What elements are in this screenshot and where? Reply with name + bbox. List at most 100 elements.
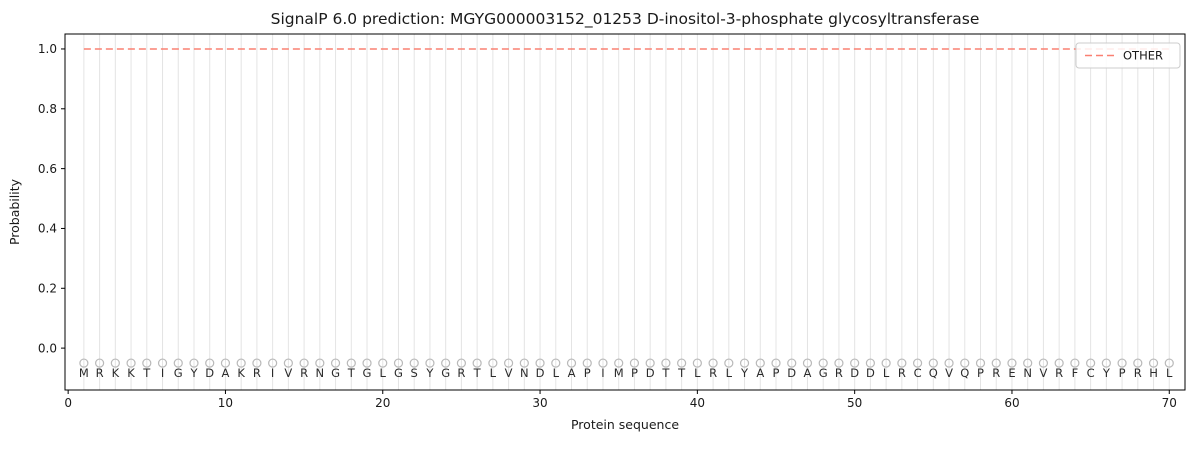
residue-letter: D: [787, 366, 796, 380]
residue-marker: [393, 358, 404, 368]
residue-letter: E: [1008, 366, 1015, 380]
residue-letter: N: [520, 366, 529, 380]
x-axis-label: Protein sequence: [571, 417, 679, 432]
x-tick-label: 40: [690, 396, 705, 410]
residue-marker: [95, 358, 105, 368]
residue-marker: [1086, 358, 1096, 368]
residue-marker: [346, 358, 356, 368]
residue-letter: T: [347, 366, 356, 380]
y-axis-ticks: 0.0 0.2 0.4 0.6 0.8 1.0: [38, 42, 65, 355]
residue-letter: R: [1134, 366, 1142, 380]
residue-letter: G: [394, 366, 403, 380]
y-tick-label: 0.4: [38, 222, 57, 236]
residue-letter: D: [536, 366, 545, 380]
residue-marker: [110, 358, 120, 368]
residue-letter: P: [1119, 366, 1126, 380]
x-tick-label: 70: [1162, 396, 1177, 410]
y-tick-label: 0.6: [38, 162, 57, 176]
residue-letter: N: [316, 366, 325, 380]
residue-letter: T: [142, 366, 151, 380]
residue-letter: M: [614, 366, 624, 380]
residue-letter: A: [568, 366, 576, 380]
residue-marker: [834, 358, 844, 368]
axes-frame: [64, 33, 1186, 391]
residue-letter: T: [661, 366, 670, 380]
residue-marker: [503, 358, 514, 368]
residue-letter: L: [726, 366, 733, 380]
residue-letter: D: [646, 366, 655, 380]
legend: OTHER: [1075, 42, 1181, 69]
residue-letter: Y: [740, 366, 749, 380]
residue-letter: T: [677, 366, 686, 380]
y-tick-label: 0.0: [38, 341, 57, 355]
residue-marker: [205, 358, 215, 368]
x-tick-label: 20: [375, 396, 390, 410]
y-tick-label: 0.8: [38, 102, 57, 116]
residue-marker: [425, 358, 435, 368]
x-tick-label: 0: [64, 396, 72, 410]
residue-letter: A: [804, 366, 812, 380]
residue-marker: [912, 358, 923, 368]
residue-marker: [850, 358, 860, 368]
residue-marker: [283, 358, 293, 368]
residue-marker: [1070, 358, 1080, 368]
residue-letter: K: [112, 366, 120, 380]
residue-letter: V: [1039, 366, 1047, 380]
residue-letter: R: [992, 366, 1000, 380]
residue-letter: R: [835, 366, 843, 380]
residue-marker: [724, 358, 734, 368]
residue-letter: R: [1055, 366, 1063, 380]
residue-marker: [551, 358, 561, 368]
x-tick-label: 50: [847, 396, 862, 410]
residue-letter: K: [237, 366, 245, 380]
residue-letter: G: [819, 366, 828, 380]
residue-marker: [330, 358, 341, 368]
residue-marker: [535, 358, 545, 368]
residue-marker: [519, 358, 529, 368]
residue-letter: I: [601, 366, 604, 380]
residue-letter: G: [441, 366, 450, 380]
residue-marker: [944, 358, 954, 368]
residue-marker: [692, 358, 702, 368]
residue-marker: [1117, 358, 1127, 368]
residue-marker: [488, 358, 498, 368]
residue-marker: [157, 358, 168, 368]
residue-letter: P: [584, 366, 591, 380]
residue-letter: V: [284, 366, 292, 380]
residue-letter: T: [473, 366, 482, 380]
grid-lines: [83, 34, 1170, 390]
residue-letter: C: [914, 366, 922, 380]
residue-marker: [189, 358, 199, 368]
residue-letter: P: [773, 366, 780, 380]
residue-marker: [629, 358, 640, 368]
residue-letter: Y: [189, 366, 198, 380]
residue-letter: R: [709, 366, 717, 380]
residue-marker: [598, 358, 608, 368]
residue-letter: D: [850, 366, 859, 380]
x-axis-ticks: 0 10 20 30 40 50 60 70: [64, 390, 1177, 410]
residue-letter: L: [694, 366, 701, 380]
residue-letter: A: [222, 366, 230, 380]
y-tick-label: 0.2: [38, 281, 57, 295]
residue-marker: [897, 358, 907, 368]
residue-marker: [220, 358, 231, 368]
residue-marker: [865, 358, 875, 368]
residue-letter: V: [505, 366, 513, 380]
residue-marker: [126, 358, 136, 368]
residue-letter: R: [96, 366, 104, 380]
x-tick-label: 10: [218, 396, 233, 410]
residue-letter: P: [977, 366, 984, 380]
residue-marker: [409, 358, 419, 368]
residue-marker: [755, 358, 765, 368]
residue-marker: [268, 358, 278, 368]
residue-marker: [1038, 358, 1049, 368]
residue-letter: P: [631, 366, 638, 380]
residue-marker: [456, 358, 467, 368]
x-tick-label: 30: [532, 396, 547, 410]
residue-letter: Y: [1102, 366, 1111, 380]
residue-marker: [614, 358, 624, 368]
residue-marker: [661, 358, 671, 368]
residue-marker: [441, 358, 451, 368]
